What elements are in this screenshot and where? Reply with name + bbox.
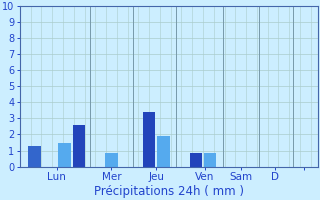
Bar [105, 153, 118, 167]
Bar [28, 146, 41, 167]
Bar [189, 153, 202, 167]
X-axis label: Précipitations 24h ( mm ): Précipitations 24h ( mm ) [94, 185, 244, 198]
Bar [59, 143, 71, 167]
Bar [157, 136, 170, 167]
Bar [204, 153, 216, 167]
Bar [143, 112, 156, 167]
Bar [73, 125, 85, 167]
